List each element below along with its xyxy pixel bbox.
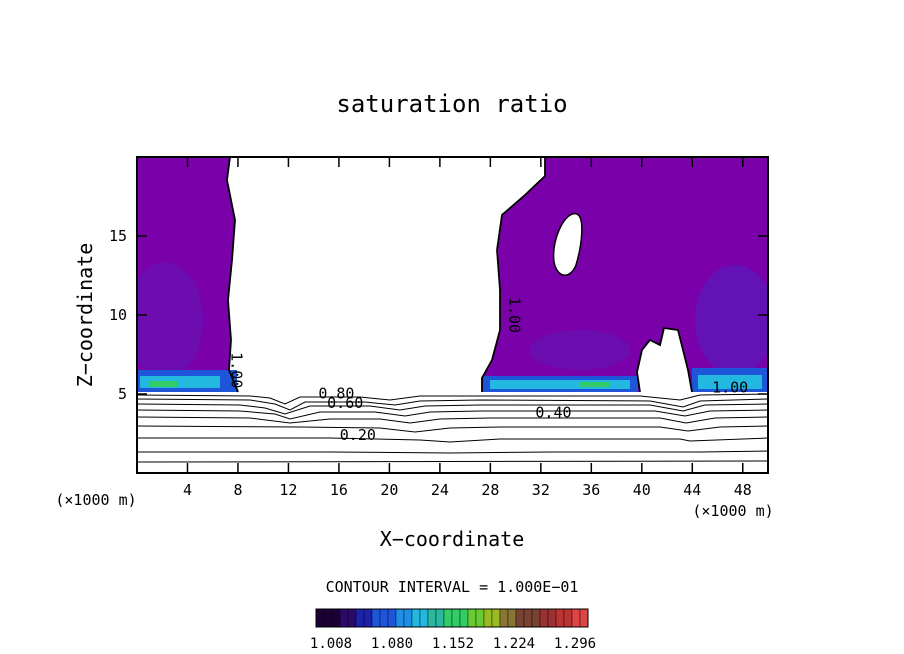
x-tick-label: 24: [431, 481, 449, 499]
x-axis-label: X−coordinate: [380, 527, 525, 551]
dark-patch-mid: [530, 330, 630, 370]
contour-label: 0.80: [318, 385, 354, 403]
colorbar-swatch: [403, 608, 413, 628]
x-tick-label: 32: [532, 481, 550, 499]
y-tick-label: 5: [118, 385, 127, 403]
x-unit-left: (×1000 m): [55, 491, 136, 509]
colorbar-tick-label: 1.008: [310, 636, 352, 652]
colorbar-swatch: [379, 608, 389, 628]
contour-lines-lower: [137, 393, 768, 463]
x-tick-label: 48: [734, 481, 752, 499]
contour-label: 1.00: [228, 352, 246, 388]
x-tick-label: 44: [683, 481, 701, 499]
colorbar-swatch: [475, 608, 485, 628]
dark-patch-right: [695, 265, 768, 375]
contour-label: 0.60: [327, 394, 363, 412]
axis-ticks: [137, 157, 768, 473]
colorbar-frame: [315, 608, 589, 628]
cloud-base-band: [137, 368, 768, 392]
colorbar-swatch: [539, 608, 549, 628]
colorbar-swatch: [547, 608, 557, 628]
colorbar-swatch: [459, 608, 469, 628]
colorbar-swatch: [523, 608, 533, 628]
colorbar-swatch: [435, 608, 445, 628]
x-tick-label: 4: [183, 481, 192, 499]
x-tick-label: 28: [481, 481, 499, 499]
chart-title: saturation ratio: [336, 90, 567, 118]
colorbar-swatch: [491, 608, 501, 628]
x-tick-label: 8: [233, 481, 242, 499]
x-tick-label: 36: [582, 481, 600, 499]
x-tick-label: 40: [633, 481, 651, 499]
contour-label: 0.40: [535, 404, 571, 422]
colorbar-swatch: [323, 608, 333, 628]
contour-labels: 0.20 0.40 0.600.80 1.00 1.00 1.00: [228, 297, 749, 444]
colorbar-swatch: [467, 608, 477, 628]
y-tick-label: 10: [109, 306, 127, 324]
colorbar-tick-label: 1.296: [554, 636, 596, 652]
colorbar-swatch: [515, 608, 525, 628]
clear-hole: [552, 213, 583, 276]
colorbar: [315, 608, 589, 628]
colorbar-swatch: [443, 608, 453, 628]
colorbar-swatch: [419, 608, 429, 628]
contour-1-00: [226, 157, 693, 393]
colorbar-swatch: [387, 608, 397, 628]
contour-label: 1.00: [712, 378, 748, 396]
colorbar-swatch: [483, 608, 493, 628]
colorbar-swatch: [411, 608, 421, 628]
colorbar-swatch: [451, 608, 461, 628]
y-axis-label: Z−coordinate: [73, 243, 97, 388]
contour-interval-note: CONTOUR INTERVAL = 1.000E−01: [326, 578, 579, 596]
colorbar-swatch: [499, 608, 509, 628]
colorbar-swatch: [355, 608, 365, 628]
contour-label: 0.20: [340, 426, 376, 444]
colorbar-swatch: [531, 608, 541, 628]
colorbar-tick-label: 1.080: [371, 636, 413, 652]
colorbar-swatch: [331, 608, 341, 628]
contour-label: 1.00: [505, 297, 523, 333]
x-tick-label: 12: [279, 481, 297, 499]
colorbar-tick-label: 1.224: [493, 636, 535, 652]
x-tick-label: 20: [380, 481, 398, 499]
colorbar-swatch: [579, 608, 589, 628]
colorbar-swatch: [563, 608, 573, 628]
colorbar-swatch: [339, 608, 349, 628]
colorbar-tick-labels: 1.008 1.080 1.152 1.224 1.296: [310, 636, 596, 652]
colorbar-swatch: [363, 608, 373, 628]
x-tick-label: 16: [330, 481, 348, 499]
colorbar-swatch: [427, 608, 437, 628]
dark-patch-left: [137, 262, 203, 378]
colorbar-swatch: [395, 608, 405, 628]
colorbar-swatch: [571, 608, 581, 628]
colorbar-swatch: [315, 608, 325, 628]
colorbar-swatch: [347, 608, 357, 628]
y-tick-label: 15: [109, 227, 127, 245]
colorbar-tick-label: 1.152: [432, 636, 474, 652]
colorbar-swatch: [371, 608, 381, 628]
colorbar-swatch: [555, 608, 565, 628]
x-unit-right: (×1000 m): [692, 502, 773, 520]
colorbar-swatch: [507, 608, 517, 628]
